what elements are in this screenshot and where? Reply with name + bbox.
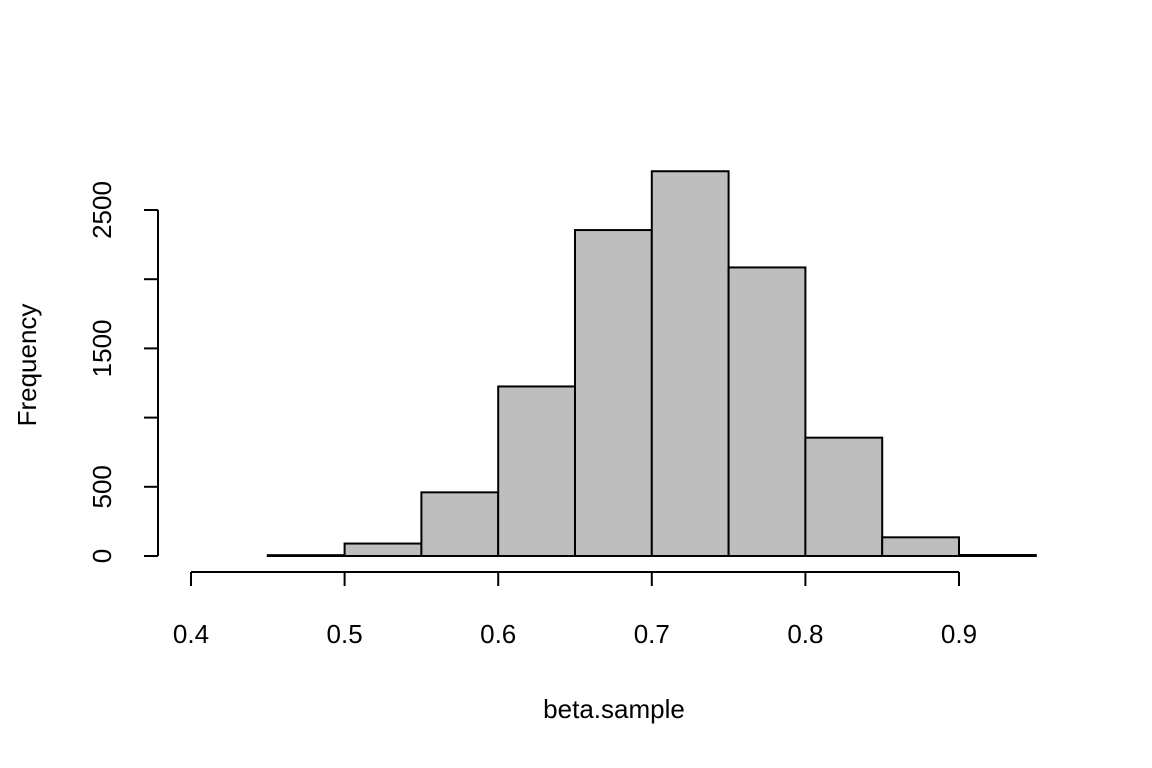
x-tick-label: 0.4 bbox=[173, 619, 209, 649]
histogram-bar bbox=[727, 266, 807, 557]
y-tick-label: 1500 bbox=[87, 319, 117, 377]
x-tick-label: 0.7 bbox=[634, 619, 670, 649]
y-axis: 0 500 1500 2500 bbox=[87, 181, 159, 563]
histogram-bars bbox=[266, 170, 1037, 558]
y-tick-label: 0 bbox=[87, 549, 117, 563]
histogram-bar bbox=[266, 554, 346, 558]
x-tick-label: 0.5 bbox=[327, 619, 363, 649]
y-tick-label: 2500 bbox=[87, 181, 117, 239]
x-axis: 0.4 0.5 0.6 0.7 0.8 0.9 bbox=[173, 571, 977, 649]
histogram-bar bbox=[420, 491, 500, 557]
histogram-bar bbox=[958, 554, 1037, 557]
x-tick-label: 0.6 bbox=[480, 619, 516, 649]
y-axis-title: Frequency bbox=[12, 304, 42, 427]
y-tick-label: 500 bbox=[87, 465, 117, 508]
histogram-bar bbox=[497, 385, 577, 557]
histogram-bar bbox=[343, 542, 423, 558]
histogram-bar bbox=[574, 229, 653, 557]
x-tick-label: 0.9 bbox=[941, 619, 977, 649]
histogram-bar bbox=[881, 536, 961, 557]
x-axis-title: beta.sample bbox=[543, 694, 685, 724]
x-tick-label: 0.8 bbox=[787, 619, 823, 649]
histogram-bar bbox=[804, 436, 884, 557]
histogram-bar bbox=[650, 170, 730, 558]
